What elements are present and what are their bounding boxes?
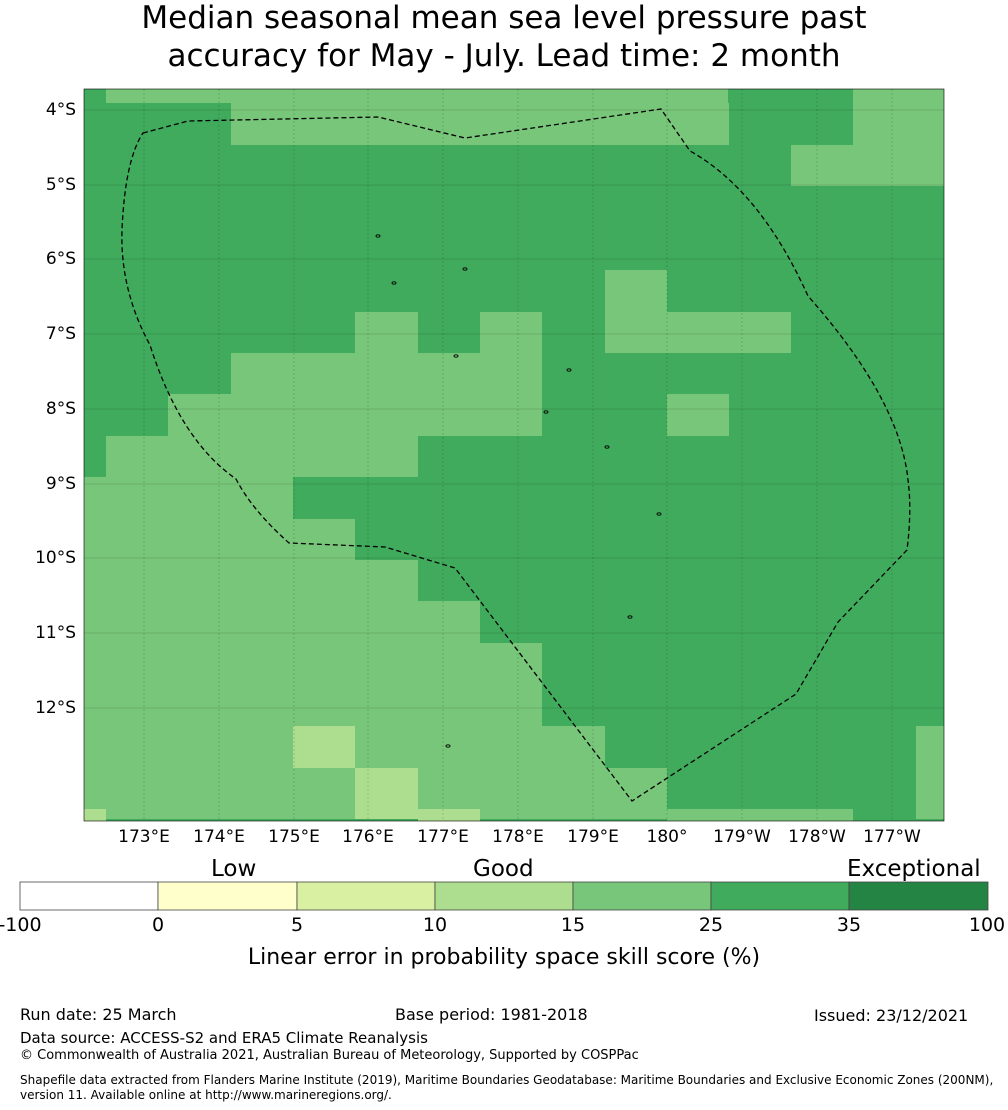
skill-cell — [355, 312, 418, 353]
colorbar-segment — [848, 881, 989, 911]
lon-label: 178°E — [492, 827, 544, 847]
lon-label: 175°E — [268, 827, 320, 847]
eez-boundary-line — [121, 108, 911, 802]
island-outline — [656, 512, 662, 516]
skill-cell — [418, 809, 480, 821]
lon-label: 177°W — [863, 827, 921, 847]
lat-label: 10°S — [35, 548, 76, 568]
skill-cell — [231, 353, 542, 394]
copyright: © Commonwealth of Australia 2021, Austra… — [20, 1048, 639, 1063]
shapefile-credit-line-2: version 11. Available online at http://w… — [20, 1088, 392, 1102]
lat-label: 9°S — [45, 474, 76, 494]
island-outline — [566, 368, 572, 372]
lon-label: 176°E — [342, 827, 394, 847]
lon-label: 179°W — [713, 827, 771, 847]
skill-cell — [605, 312, 791, 353]
island-outline — [462, 267, 468, 271]
shapefile-credit-line-1: Shapefile data extracted from Flanders M… — [20, 1073, 994, 1087]
lat-label: 5°S — [45, 175, 76, 195]
lat-label: 11°S — [35, 623, 76, 643]
colorbar-segment — [19, 881, 159, 911]
colorbar-segment — [157, 881, 298, 911]
skill-cell — [667, 394, 729, 436]
skill-cell — [293, 726, 355, 768]
skill-cell — [84, 519, 293, 819]
colorbar-label: Linear error in probability space skill … — [247, 945, 761, 970]
skill-cell — [231, 103, 729, 145]
colorbar-tick: 0 — [151, 914, 165, 936]
skill-cell — [853, 89, 944, 145]
island-outline — [627, 615, 633, 619]
lon-label: 180° — [646, 827, 688, 847]
colorbar-tick: 10 — [422, 914, 448, 936]
category-label-exceptional: Exceptional — [847, 856, 981, 882]
lat-label: 12°S — [35, 698, 76, 718]
skill-cell — [667, 809, 853, 821]
lat-label: 6°S — [45, 249, 76, 269]
lon-label: 177°E — [417, 827, 469, 847]
skill-cell — [84, 809, 106, 821]
base-period: Base period: 1981-2018 — [395, 1005, 588, 1024]
skill-cell — [605, 270, 667, 312]
skill-cell — [791, 145, 916, 186]
lon-label: 179°E — [567, 827, 619, 847]
colorbar — [19, 881, 989, 911]
run-date: Run date: 25 March — [20, 1005, 177, 1024]
colorbar-tick: 25 — [698, 914, 724, 936]
lat-label: 7°S — [45, 324, 76, 344]
colorbar-tick: 100 — [968, 914, 1006, 936]
map-title-line-1: Median seasonal mean sea level pressure … — [141, 0, 867, 36]
lon-label: 178°W — [788, 827, 846, 847]
island-outline — [453, 354, 459, 358]
skill-cell — [84, 477, 293, 522]
island-outline — [391, 281, 397, 285]
skill-cell — [418, 394, 542, 436]
colorbar-segment — [434, 881, 574, 911]
lat-label: 8°S — [45, 399, 76, 419]
island-outline — [445, 744, 451, 748]
skill-grid-cells — [84, 89, 944, 821]
skill-cell — [480, 643, 542, 819]
colorbar-tick: 15 — [560, 914, 586, 936]
skill-cell — [480, 312, 542, 353]
skill-cell — [605, 768, 667, 819]
skill-cell — [542, 726, 605, 819]
category-label-good: Good — [473, 856, 534, 882]
colorbar-segment — [296, 881, 436, 911]
skill-cell — [916, 145, 944, 186]
category-label-low: Low — [211, 856, 257, 882]
island-outline — [604, 445, 610, 449]
skill-cell — [168, 394, 418, 436]
island-outline — [543, 410, 549, 414]
map-frame — [83, 88, 945, 822]
skill-cell — [293, 519, 355, 819]
colorbar-tick: 35 — [836, 914, 862, 936]
colorbar-segment — [710, 881, 850, 911]
skill-cell — [916, 726, 944, 819]
skill-cell — [355, 768, 418, 819]
skill-cell — [418, 601, 480, 819]
islands — [375, 234, 662, 748]
lat-label: 4°S — [45, 100, 76, 120]
skill-cell — [106, 89, 728, 103]
colorbar-segment — [572, 881, 712, 911]
map-title-line-2: accuracy for May - July. Lead time: 2 mo… — [167, 38, 841, 74]
data-source: Data source: ACCESS-S2 and ERA5 Climate … — [20, 1029, 428, 1047]
colorbar-tick: 5 — [290, 914, 304, 936]
map-gridlines — [84, 89, 944, 821]
lon-label: 173°E — [118, 827, 170, 847]
issued-date: Issued: 23/12/2021 — [814, 1006, 969, 1025]
colorbar-tick: -100 — [0, 914, 42, 936]
island-outline — [375, 234, 381, 238]
skill-cell — [106, 436, 418, 477]
lon-label: 174°E — [193, 827, 245, 847]
